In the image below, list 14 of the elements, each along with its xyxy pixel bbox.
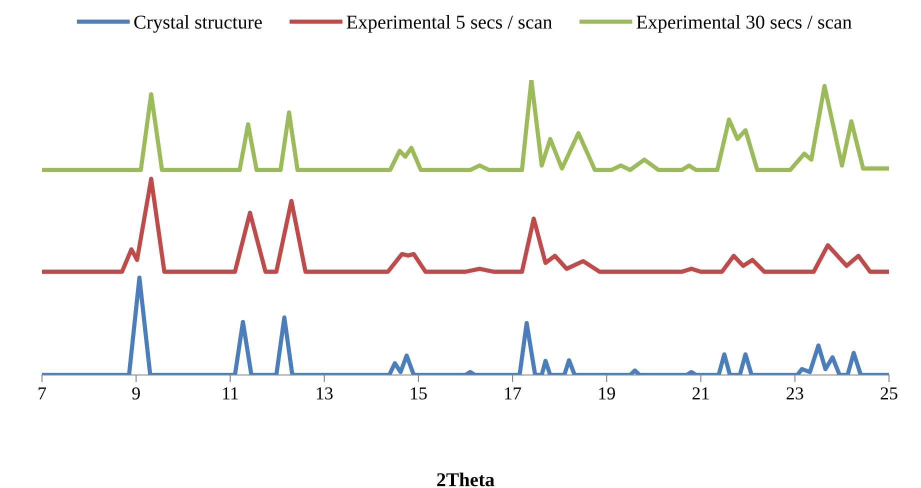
x-tick-label: 23 xyxy=(786,387,804,400)
legend-label: Experimental 5 secs / scan xyxy=(346,15,552,33)
x-tick-label: 13 xyxy=(316,387,333,400)
legend-label: Crystal structure xyxy=(134,15,262,33)
x-tick-label: 19 xyxy=(599,387,615,400)
x-tick-label: 21 xyxy=(692,387,709,400)
x-tick-label: 17 xyxy=(505,387,522,400)
x-tick-label: 7 xyxy=(38,388,46,400)
x-tick-label: 11 xyxy=(223,387,238,400)
x-tick-label: 25 xyxy=(880,387,898,400)
x-tick-label: 15 xyxy=(411,387,427,400)
x-tick-label: 9 xyxy=(132,387,140,400)
x-axis-title: 2Theta xyxy=(437,472,494,486)
legend-label: Experimental 30 secs / scan xyxy=(636,15,852,33)
